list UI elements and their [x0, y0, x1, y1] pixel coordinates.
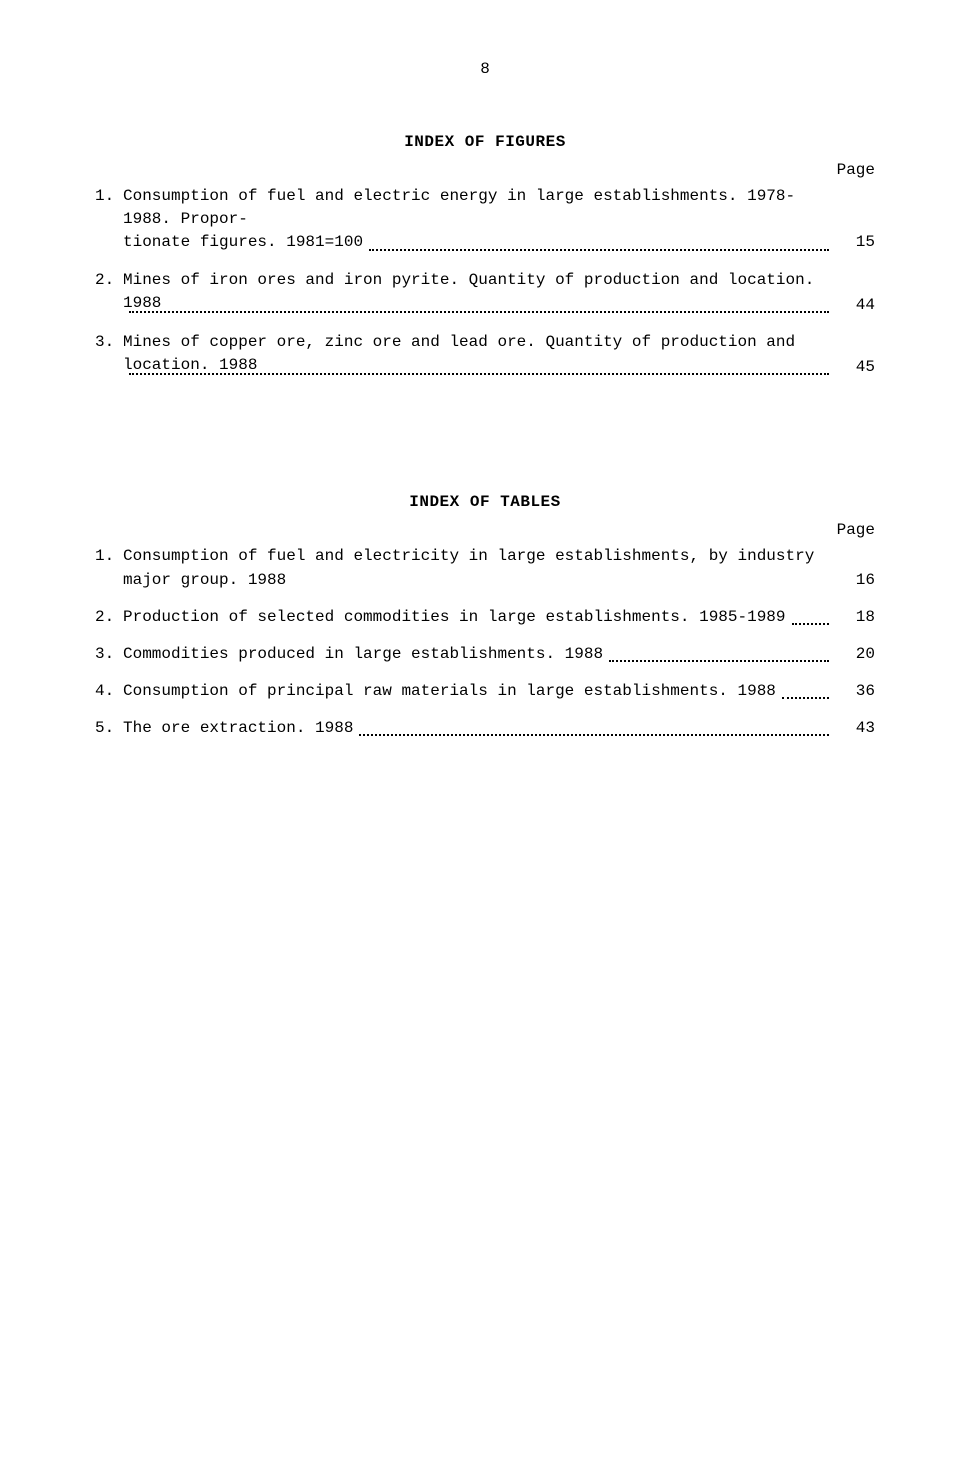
entry-text-line2: tionate figures. 1981=100: [123, 231, 363, 254]
tables-entry: 2. Production of selected commodities in…: [95, 606, 875, 629]
figures-entry: 3. Mines of copper ore, zinc ore and lea…: [95, 331, 875, 379]
entry-text: Mines of iron ores and iron pyrite. Quan…: [123, 269, 835, 315]
tables-section-title: INDEX OF TABLES: [95, 493, 875, 511]
dot-leader: [129, 311, 829, 313]
entry-text: Production of selected commodities in la…: [123, 606, 786, 629]
entry-text: The ore extraction. 1988: [123, 717, 353, 740]
entry-number: 4.: [95, 680, 123, 703]
tables-entry: 5. The ore extraction. 1988 43: [95, 717, 875, 740]
entry-text: Mines of copper ore, zinc ore and lead o…: [123, 331, 835, 377]
dot-leader: [359, 734, 829, 736]
entry-page-number: 18: [835, 606, 875, 629]
entry-number: 1.: [95, 545, 123, 568]
entry-page-number: 45: [835, 356, 875, 379]
entry-number: 2.: [95, 606, 123, 629]
entry-body: Production of selected commodities in la…: [123, 606, 835, 629]
entry-number: 1.: [95, 185, 123, 208]
entry-text: Consumption of fuel and electricity in l…: [123, 545, 835, 591]
entry-page-number: 16: [835, 569, 875, 592]
entry-body: Mines of copper ore, zinc ore and lead o…: [123, 331, 835, 379]
dot-leader: [792, 623, 829, 625]
dot-leader: [129, 373, 829, 375]
entry-number: 2.: [95, 269, 123, 292]
entry-number: 3.: [95, 643, 123, 666]
tables-entry: 3. Commodities produced in large establi…: [95, 643, 875, 666]
tables-entry: 4. Consumption of principal raw material…: [95, 680, 875, 703]
dot-leader: [369, 249, 829, 251]
entry-page-number: 36: [835, 680, 875, 703]
entry-text-line1: Consumption of fuel and electric energy …: [123, 185, 835, 231]
dot-leader: [609, 660, 829, 662]
entry-page-number: 15: [835, 231, 875, 254]
entry-body: Consumption of fuel and electricity in l…: [123, 545, 835, 591]
figures-section-title: INDEX OF FIGURES: [95, 133, 875, 151]
entry-page-number: 20: [835, 643, 875, 666]
dot-leader: [782, 697, 829, 699]
entry-text: Commodities produced in large establishm…: [123, 643, 603, 666]
entry-body: Consumption of fuel and electric energy …: [123, 185, 835, 255]
entry-page-number: 43: [835, 717, 875, 740]
entry-body: The ore extraction. 1988: [123, 717, 835, 740]
entry-body: Mines of iron ores and iron pyrite. Quan…: [123, 269, 835, 317]
section-gap: [95, 393, 875, 493]
entry-number: 3.: [95, 331, 123, 354]
entry-page-number: 44: [835, 294, 875, 317]
figures-page-header-row: Page: [95, 161, 875, 179]
tables-page-header-row: Page: [95, 521, 875, 539]
entry-body: Consumption of principal raw materials i…: [123, 680, 835, 703]
entry-number: 5.: [95, 717, 123, 740]
entry-body: Commodities produced in large establishm…: [123, 643, 835, 666]
entry-text: Consumption of principal raw materials i…: [123, 680, 776, 703]
tables-page-column-label: Page: [815, 521, 875, 539]
document-page: 8 INDEX OF FIGURES Page 1. Consumption o…: [0, 0, 960, 1470]
figures-entry: 1. Consumption of fuel and electric ener…: [95, 185, 875, 255]
page-number: 8: [95, 60, 875, 78]
figures-entry: 2. Mines of iron ores and iron pyrite. Q…: [95, 269, 875, 317]
tables-entry: 1. Consumption of fuel and electricity i…: [95, 545, 875, 591]
figures-page-column-label: Page: [815, 161, 875, 179]
